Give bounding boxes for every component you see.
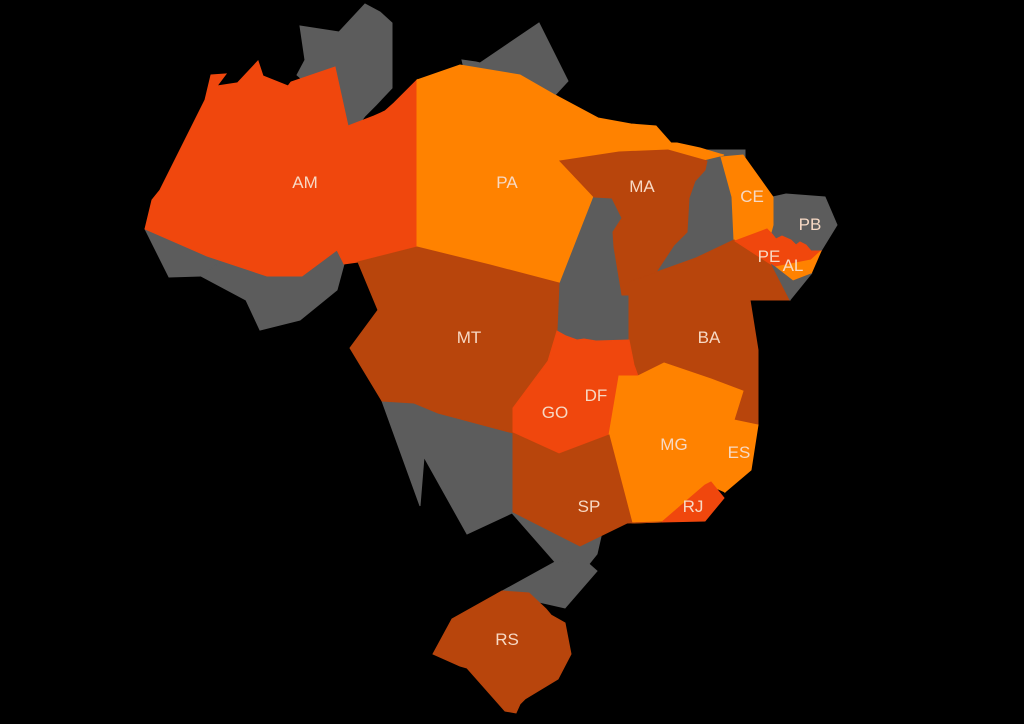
svg-text:CE: CE <box>740 187 764 206</box>
svg-text:SP: SP <box>578 497 601 516</box>
svg-text:PA: PA <box>496 173 518 192</box>
svg-text:RS: RS <box>495 630 519 649</box>
svg-text:BA: BA <box>698 328 721 347</box>
svg-text:MA: MA <box>629 177 655 196</box>
svg-text:AL: AL <box>783 256 804 275</box>
svg-text:AM: AM <box>292 173 318 192</box>
svg-text:ES: ES <box>728 443 751 462</box>
svg-text:GO: GO <box>542 403 568 422</box>
svg-text:RJ: RJ <box>683 497 704 516</box>
svg-text:PE: PE <box>758 247 781 266</box>
svg-text:MT: MT <box>457 328 482 347</box>
svg-text:MG: MG <box>660 435 687 454</box>
svg-text:DF: DF <box>585 386 608 405</box>
svg-text:PB: PB <box>799 215 822 234</box>
